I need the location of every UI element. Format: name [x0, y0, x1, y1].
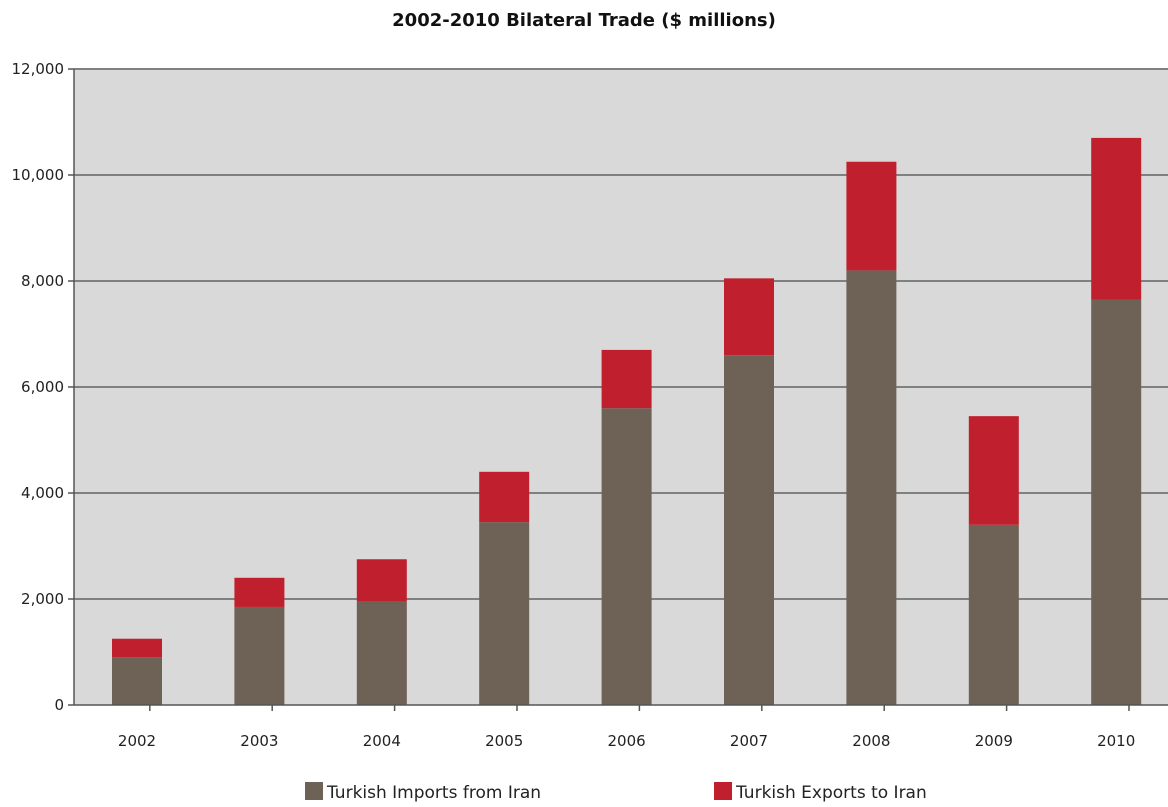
tick-labels: 0 2,000 4,000 6,000 8,000 10,000 12,000 2002 200…: [12, 60, 1136, 750]
bar-imports-2007: [724, 355, 774, 705]
bar-imports-2006: [601, 408, 652, 705]
bar-imports-2003: [234, 606, 285, 705]
bar-imports-2008: [846, 270, 897, 705]
legend-label: Turkish Imports from Iran: [326, 783, 541, 803]
bar-imports-2004: [356, 601, 407, 705]
x-tick-label: 2008: [852, 732, 890, 750]
bar-exports-2008: [846, 161, 897, 271]
legend-label: Turkish Exports to Iran: [735, 783, 927, 803]
x-tick-label: 2009: [975, 732, 1013, 750]
y-tick-label: 12,000: [12, 60, 65, 78]
bar-imports-2002: [112, 657, 162, 705]
bar-exports-2004: [356, 559, 407, 602]
x-tick-label: 2004: [363, 732, 401, 750]
x-tick-label: 2006: [608, 732, 646, 750]
legend: Turkish Imports from Iran Turkish Exports…: [305, 782, 927, 803]
bar-exports-2007: [724, 278, 774, 356]
x-tick-label: 2005: [485, 732, 523, 750]
bar-exports-2003: [234, 577, 285, 607]
y-tick-label: 10,000: [12, 166, 65, 184]
bar-exports-2009: [968, 416, 1019, 525]
bar-exports-2010: [1091, 137, 1142, 300]
y-tick-label: 0: [54, 696, 64, 714]
y-tick-label: 2,000: [21, 590, 64, 608]
bar-exports-2005: [479, 471, 530, 523]
bar-imports-2005: [479, 522, 530, 705]
chart-title: 2002-2010 Bilateral Trade ($ millions): [392, 10, 776, 31]
legend-swatch: [714, 782, 732, 800]
bar-exports-2002: [112, 638, 162, 658]
legend-swatch: [305, 782, 323, 800]
bar-exports-2006: [601, 349, 652, 409]
x-tick-label: 2010: [1097, 732, 1135, 750]
bar-imports-2010: [1091, 299, 1142, 705]
axes: [68, 68, 1168, 711]
y-tick-label: 4,000: [21, 484, 64, 502]
y-tick-label: 6,000: [21, 378, 64, 396]
bars: [112, 137, 1142, 705]
bar-imports-2009: [968, 524, 1019, 705]
x-tick-label: 2003: [240, 732, 278, 750]
x-tick-label: 2002: [118, 732, 156, 750]
y-tick-label: 8,000: [21, 272, 64, 290]
x-tick-label: 2007: [730, 732, 768, 750]
